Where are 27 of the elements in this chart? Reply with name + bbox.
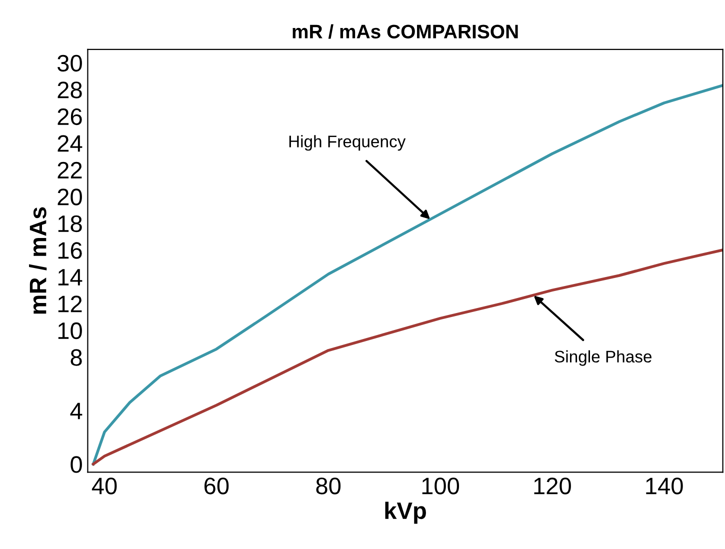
x-axis-title: kVp (385, 502, 426, 524)
y-tick-label: 24 (58, 135, 82, 152)
y-tick-label: 4 (70, 402, 82, 420)
x-tick-label: 100 (422, 478, 460, 494)
x-tick-label: 80 (316, 478, 341, 494)
x-tick-label: 140 (646, 478, 683, 494)
x-tick-label: 60 (204, 478, 229, 494)
y-tick-label: 20 (58, 188, 82, 206)
y-tick-label: 0 (70, 456, 82, 473)
y-tick-label: 16 (58, 242, 82, 259)
y-tick-label: 22 (58, 162, 82, 178)
y-tick-label: 8 (70, 349, 82, 366)
line-series (92, 84, 723, 466)
y-tick-label: 18 (58, 215, 82, 232)
y-tick-label: 10 (58, 322, 82, 340)
y-axis-title: mR / mAs (29, 207, 47, 314)
y-tick-label: 28 (58, 82, 82, 98)
annotation: High Frequency (289, 135, 406, 151)
y-tick-label: 12 (58, 296, 82, 312)
y-tick-label: 14 (58, 269, 82, 286)
line-series (92, 248, 723, 466)
x-tick-label: 40 (92, 478, 117, 494)
chart-title: mR / mAs COMPARISON (292, 24, 518, 39)
y-tick-label: 26 (58, 108, 82, 126)
x-tick-label: 120 (534, 478, 571, 494)
annotation: Single Phase (554, 350, 652, 366)
y-tick-label: 30 (58, 54, 82, 72)
